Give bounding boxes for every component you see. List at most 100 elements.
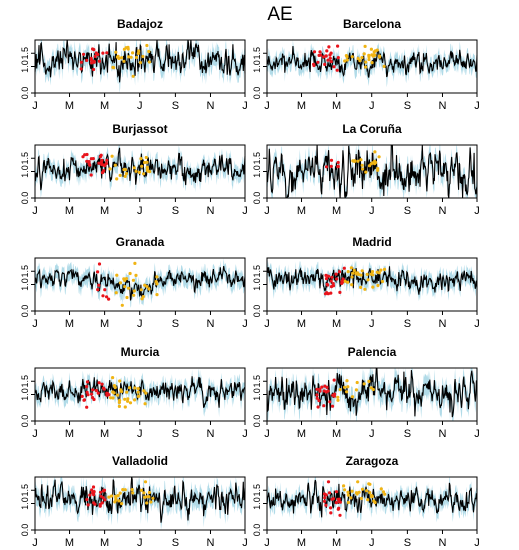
y-tick-label: 1.5 <box>252 152 262 165</box>
orange-point <box>356 56 360 61</box>
orange-point <box>132 293 136 297</box>
x-tick-label: S <box>404 100 411 112</box>
x-tick-label: M <box>332 428 341 440</box>
y-tick-label: 1.0 <box>252 278 262 291</box>
orange-point <box>383 492 387 496</box>
x-tick-label: M <box>332 537 341 549</box>
x-tick-label: J <box>264 428 270 440</box>
red-point <box>332 65 336 69</box>
orange-point <box>137 394 141 398</box>
orange-point <box>346 385 350 389</box>
red-point <box>316 405 320 409</box>
orange-point <box>129 55 133 59</box>
x-tick-label: J <box>474 205 480 217</box>
series-line <box>34 376 246 408</box>
red-point <box>101 489 106 493</box>
red-point <box>312 50 317 54</box>
panel-title: Granada <box>116 235 165 249</box>
orange-point <box>128 401 133 405</box>
orange-point <box>125 390 129 394</box>
orange-point <box>115 55 120 59</box>
orange-point <box>376 283 380 288</box>
orange-point <box>111 376 115 380</box>
orange-point <box>379 487 383 491</box>
orange-point <box>359 158 363 162</box>
orange-point <box>367 57 371 62</box>
red-point <box>330 275 334 279</box>
series-line <box>34 476 246 523</box>
orange-point <box>362 52 366 56</box>
y-tick-label: 1.0 <box>252 497 262 510</box>
x-tick-label: N <box>207 205 215 217</box>
orange-point <box>380 279 384 284</box>
red-point <box>318 387 322 391</box>
x-tick-label: J <box>137 537 143 549</box>
uncertainty-band <box>35 258 245 308</box>
orange-point <box>140 164 144 168</box>
orange-point <box>144 391 148 395</box>
red-point <box>327 45 331 49</box>
orange-point <box>362 382 366 386</box>
y-tick-label: 0.0 <box>252 415 262 428</box>
orange-point <box>147 495 151 499</box>
orange-point <box>346 493 350 497</box>
red-point <box>328 56 332 60</box>
red-point <box>96 391 100 395</box>
orange-point <box>112 384 116 388</box>
orange-point <box>123 405 127 409</box>
red-point <box>338 500 342 504</box>
y-tick-label: 1.0 <box>252 60 262 73</box>
orange-point <box>342 484 346 488</box>
x-tick-label: J <box>369 100 375 112</box>
orange-point <box>117 400 121 405</box>
red-point <box>330 404 335 408</box>
red-point <box>85 152 89 157</box>
panel-burjassot: Burjassot 0.0 1.01.5 J M M J S N J <box>20 122 248 217</box>
red-point <box>329 51 333 55</box>
orange-point <box>143 480 148 484</box>
orange-point <box>111 390 115 394</box>
orange-point <box>365 272 369 276</box>
orange-point <box>372 50 376 54</box>
orange-point <box>136 390 140 394</box>
y-tick-label: 0.0 <box>252 87 262 100</box>
orange-point <box>114 498 118 502</box>
x-tick-label: M <box>100 318 109 330</box>
panel-la-coruña: La Coruña 0.0 1.01.5 J M M J S N J <box>252 122 480 217</box>
red-point <box>85 380 90 384</box>
x-tick-label: N <box>207 100 215 112</box>
red-point <box>342 266 346 270</box>
x-tick-label: M <box>297 428 306 440</box>
red-point <box>107 393 111 397</box>
orange-point <box>350 55 354 59</box>
x-tick-label: M <box>332 318 341 330</box>
orange-point <box>382 267 387 271</box>
orange-point <box>345 390 349 394</box>
orange-point <box>364 60 368 64</box>
orange-point <box>116 393 120 397</box>
x-tick-label: J <box>369 428 375 440</box>
orange-point <box>145 165 149 169</box>
orange-point <box>382 64 386 68</box>
orange-point <box>110 154 114 158</box>
red-point <box>325 385 329 389</box>
orange-point <box>365 489 369 493</box>
y-tick-label: 1.0 <box>20 165 30 178</box>
orange-point <box>368 491 372 495</box>
series-line <box>266 266 478 295</box>
orange-point <box>350 395 355 399</box>
orange-point <box>372 499 376 503</box>
red-point <box>90 488 94 492</box>
orange-point <box>141 295 145 299</box>
red-point <box>90 392 94 396</box>
orange-point <box>114 494 118 498</box>
orange-point <box>145 43 149 48</box>
orange-point <box>360 56 364 60</box>
red-point <box>105 295 109 299</box>
x-tick-label: M <box>100 100 109 112</box>
orange-point <box>147 49 151 54</box>
orange-point <box>139 288 143 292</box>
red-point <box>336 160 340 165</box>
x-tick-label: N <box>439 100 447 112</box>
